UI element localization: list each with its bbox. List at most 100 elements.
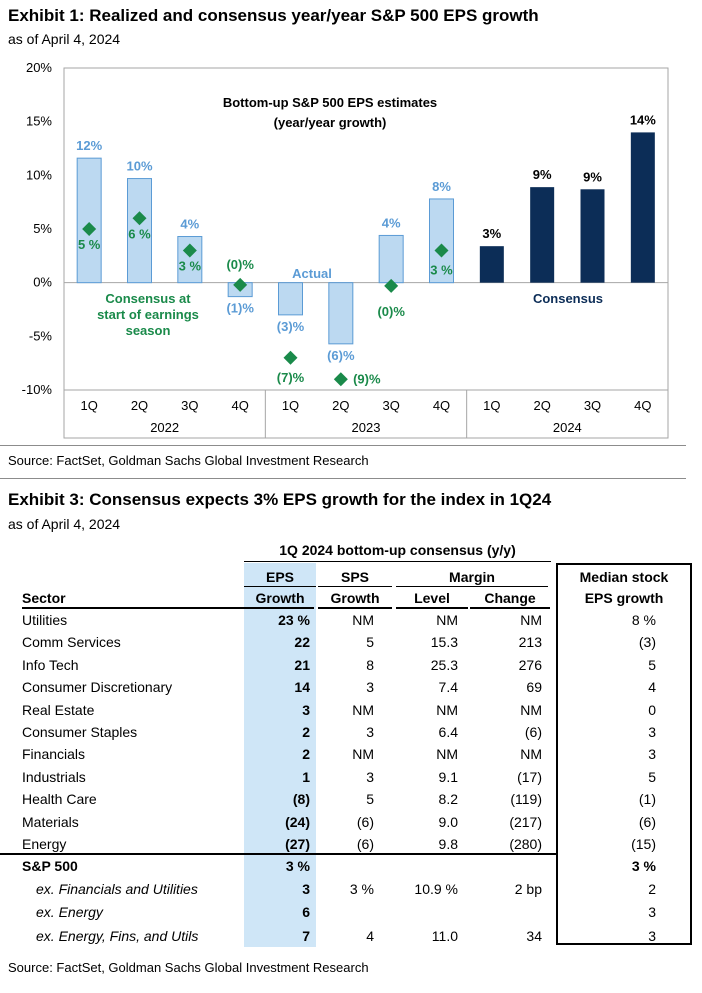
header-rule [396, 607, 468, 609]
cell-eps: 3 % [285, 858, 310, 874]
cell-median: 8 % [631, 612, 656, 628]
cell-sector: S&P 500 [22, 858, 78, 874]
consensus-start-marker [434, 243, 449, 258]
cell-sector: Utilities [22, 612, 68, 628]
cell-level: NM [436, 746, 458, 763]
eps-header-2: Growth [255, 590, 305, 606]
sps-header-rule [318, 586, 392, 587]
actual-data-label: (3)% [277, 319, 305, 334]
exhibit1-title: Exhibit 1: Realized and consensus year/y… [8, 6, 539, 25]
eps-growth-chart: -10% -5% 0% 5% 10% 15% 20% Bottom-up S&P 500 EP… [22, 60, 669, 439]
header-rule [318, 607, 392, 609]
cell-change: 69 [526, 679, 542, 696]
annotation-consensus-start: Consensus at [105, 291, 191, 306]
cell-sps: 3 [366, 679, 374, 696]
cell-sps: 3 % [349, 881, 374, 898]
eps-header-rule [244, 586, 316, 587]
cell-sps: 3 [366, 768, 374, 785]
cell-change: NM [520, 612, 542, 628]
eps-growth-highlight [244, 563, 316, 947]
y-tick-label: 0% [33, 275, 52, 290]
cell-eps: 2 [302, 746, 310, 763]
consensus-data-label: 9% [533, 167, 552, 182]
median-column-box [556, 563, 692, 945]
cell-eps: 7 [302, 927, 310, 944]
x-tick-label: 1Q [483, 398, 500, 413]
group-header-rule [244, 561, 551, 562]
cell-sps: NM [352, 701, 374, 718]
cell-sector: ex. Energy [36, 904, 103, 921]
chart-subtitle: (year/year growth) [274, 115, 387, 130]
cell-sector: Comm Services [22, 634, 121, 651]
cell-eps: 1 [302, 768, 310, 785]
cell-median: 3 [648, 724, 656, 740]
exhibit3-asof: as of April 4, 2024 [8, 516, 121, 532]
x-tick-label: 2Q [332, 398, 349, 413]
cell-level: 9.0 [438, 813, 458, 830]
cell-median: 5 [648, 768, 656, 785]
cell-median: 4 [648, 679, 656, 696]
actual-bar [127, 178, 152, 284]
consensus-data-label: 3% [482, 226, 501, 241]
year-group-label: 2024 [553, 420, 582, 435]
cell-level: 6.4 [438, 724, 458, 740]
consensus-start-label: 3 % [179, 258, 202, 273]
annotation-consensus-start: start of earnings [97, 307, 199, 322]
y-tick-label: 15% [26, 114, 52, 129]
x-tick-label: 2Q [533, 398, 550, 413]
cell-sps: NM [352, 746, 374, 763]
plot-frame [63, 67, 669, 439]
y-tick-label: -10% [22, 382, 53, 397]
cell-sps: 5 [366, 791, 374, 808]
actual-data-label: (6)% [327, 348, 355, 363]
cell-sector: Info Tech [22, 656, 79, 673]
cell-median: 5 [648, 656, 656, 673]
y-tick-label: 20% [26, 60, 52, 75]
cell-eps: (8) [292, 791, 310, 808]
x-tick-label: 4Q [634, 398, 651, 413]
sps-header-1: SPS [340, 569, 369, 585]
cell-sps: (6) [356, 813, 374, 830]
annotation-consensus: Consensus [533, 291, 603, 306]
cell-level: NM [436, 701, 458, 718]
cell-level: 11.0 [431, 927, 458, 944]
actual-data-label: 12% [76, 138, 102, 153]
cell-sps [318, 855, 374, 877]
cell-level [396, 855, 458, 877]
consensus-start-marker [182, 243, 197, 258]
cell-sps: 4 [366, 927, 374, 944]
cell-sps: 3 [366, 724, 374, 740]
cell-level [396, 901, 458, 923]
cell-change: (280) [509, 836, 542, 852]
y-tick-label: 10% [26, 167, 52, 182]
consensus-start-label: (0)% [226, 257, 254, 272]
cell-change: (217) [509, 813, 542, 830]
cell-eps: 2 [302, 724, 310, 740]
x-tick-label: 4Q [433, 398, 450, 413]
cell-change: (119) [510, 791, 542, 808]
consensus-bar [580, 189, 605, 283]
cell-median: 0 [648, 701, 656, 718]
cell-sector: Consumer Discretionary [22, 679, 173, 696]
cell-level: 7.4 [438, 679, 458, 696]
change-header: Change [484, 590, 536, 606]
cell-level: 15.3 [430, 634, 458, 651]
header-rule [470, 607, 550, 609]
cell-median: 3 % [631, 858, 656, 874]
cell-sector: Real Estate [22, 701, 95, 718]
cell-sps: 5 [366, 634, 374, 651]
consensus-start-label: (0)% [377, 304, 405, 319]
actual-bar [429, 198, 454, 284]
x-tick-label: 1Q [80, 398, 97, 413]
cell-change: NM [520, 746, 542, 763]
cell-median: 3 [648, 904, 656, 921]
group-header: 1Q 2024 bottom-up consensus (y/y) [279, 542, 516, 558]
cell-level: 9.1 [438, 768, 458, 785]
consensus-bar [530, 187, 555, 283]
cell-change: 2 bp [514, 881, 542, 898]
median-header-1: Median stock [579, 569, 669, 585]
divider [0, 478, 686, 479]
actual-data-label: 4% [180, 217, 199, 232]
sps-header-2: Growth [330, 590, 380, 606]
cell-median: 3 [648, 927, 656, 944]
